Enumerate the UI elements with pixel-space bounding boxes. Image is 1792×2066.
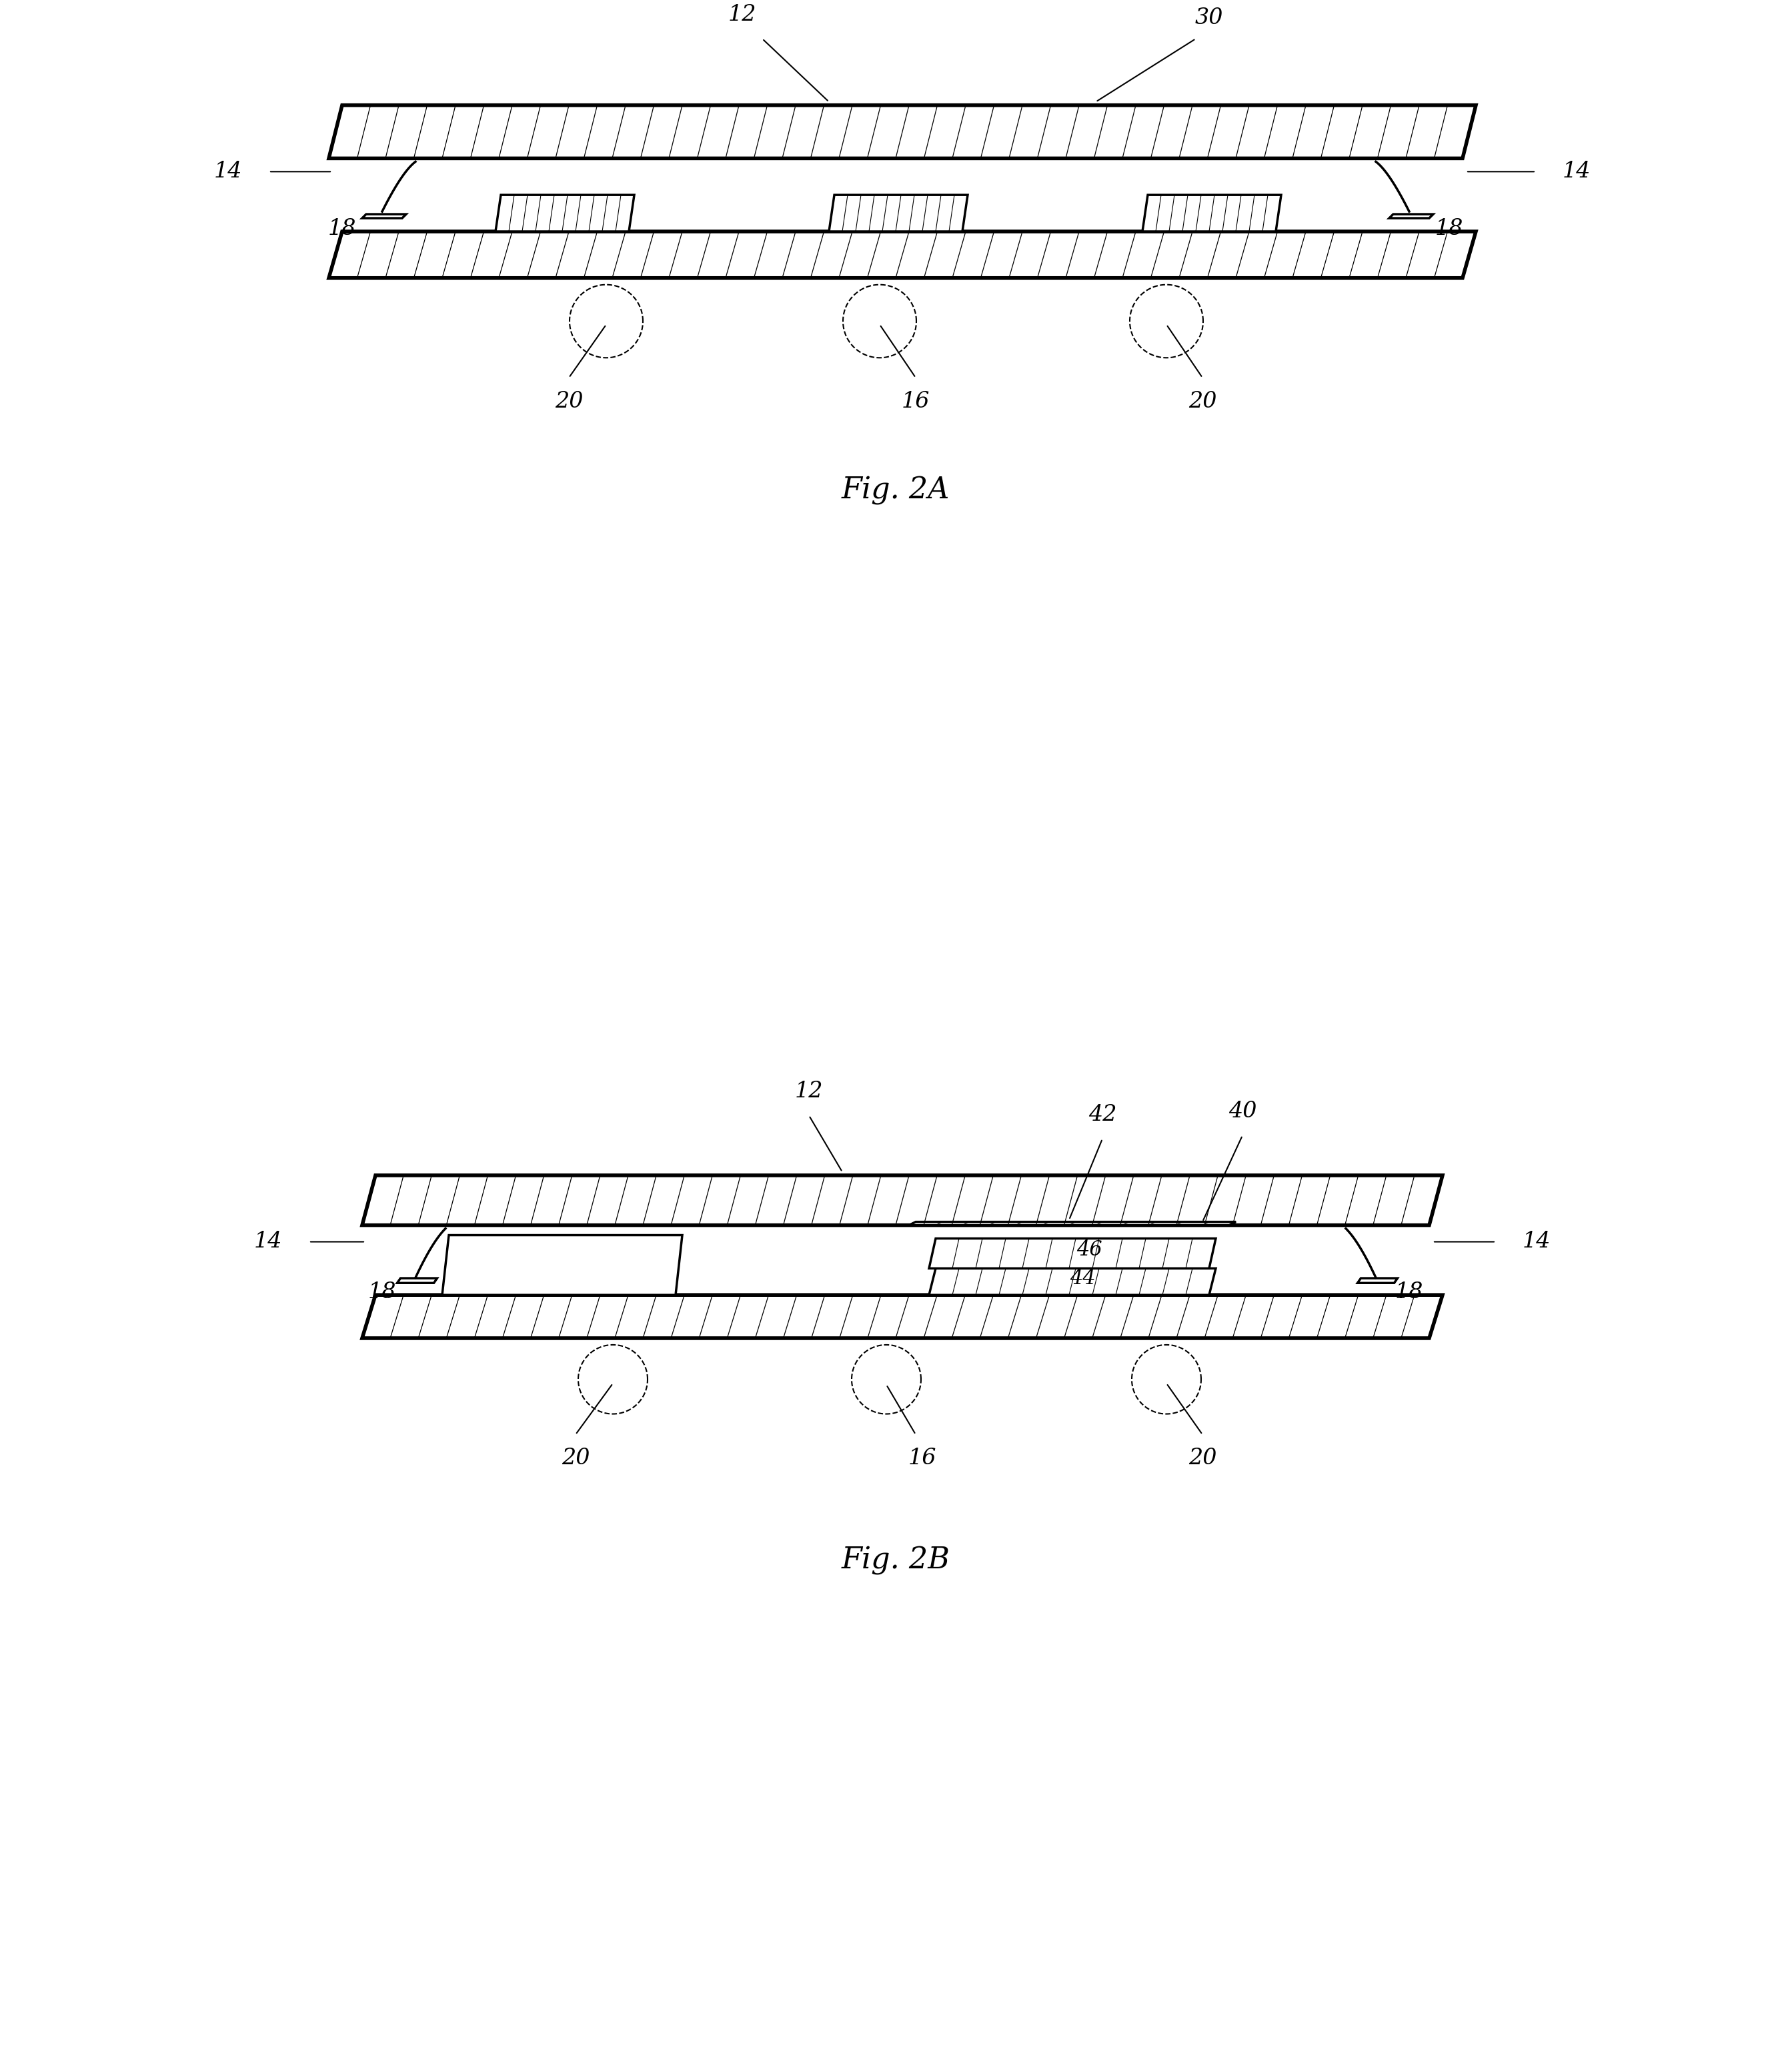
Text: 18: 18 [1394,1281,1423,1304]
Text: 16: 16 [901,390,930,413]
Polygon shape [830,194,968,231]
Text: 18: 18 [367,1281,396,1304]
Text: 20: 20 [561,1448,590,1469]
Polygon shape [1389,215,1434,219]
Text: 20: 20 [1188,1448,1217,1469]
Text: 42: 42 [1088,1103,1116,1126]
Polygon shape [362,1295,1443,1339]
Text: Fig. 2B: Fig. 2B [840,1547,950,1574]
Text: 18: 18 [1435,219,1464,240]
Text: 14: 14 [1563,161,1591,182]
Text: Fig. 2A: Fig. 2A [842,477,950,504]
Text: 46: 46 [1077,1240,1102,1260]
Text: 44: 44 [1070,1269,1095,1289]
Polygon shape [909,1221,1236,1225]
Polygon shape [928,1269,1215,1295]
Text: 14: 14 [213,161,242,182]
Polygon shape [398,1279,437,1283]
Text: 12: 12 [796,1081,823,1101]
Text: 20: 20 [556,390,582,413]
Polygon shape [328,105,1477,159]
Polygon shape [496,194,634,231]
Text: 16: 16 [909,1448,937,1469]
Text: 40: 40 [1228,1101,1256,1122]
Polygon shape [362,215,407,219]
Polygon shape [928,1238,1215,1269]
Text: 30: 30 [1195,8,1224,29]
Text: 20: 20 [1188,390,1217,413]
Text: 18: 18 [328,219,357,240]
Text: 14: 14 [1523,1231,1550,1252]
Polygon shape [443,1235,683,1295]
Polygon shape [1358,1279,1398,1283]
Text: 14: 14 [254,1231,281,1252]
Polygon shape [1143,194,1281,231]
Polygon shape [328,231,1477,279]
Text: 12: 12 [728,4,756,25]
Polygon shape [362,1176,1443,1225]
